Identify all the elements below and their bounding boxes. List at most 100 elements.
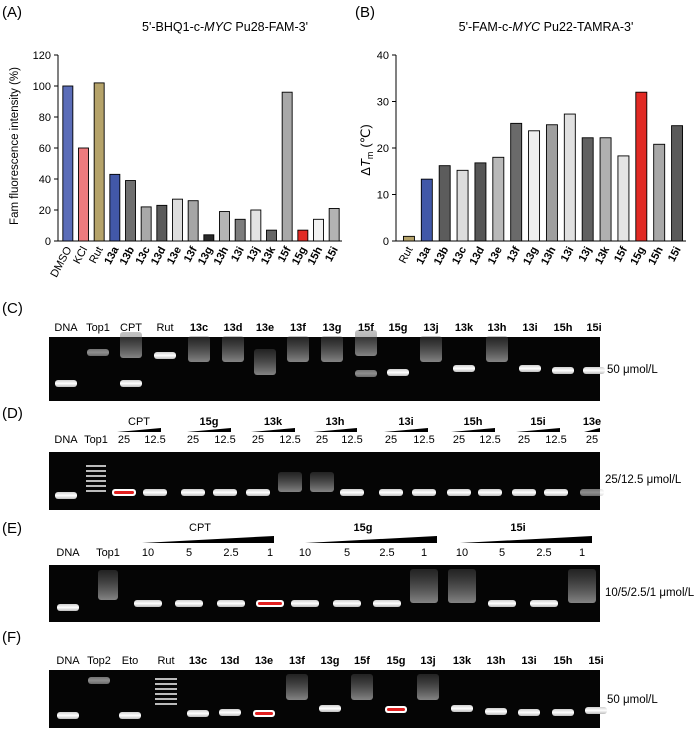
gel-e-band-saturation <box>258 602 282 605</box>
chart-b-category-label: 13g <box>521 245 541 267</box>
chart-b-category-label: 13e <box>486 245 505 267</box>
chart-a-bar-15f <box>281 91 293 242</box>
chart-b-category-label: 15g <box>628 245 648 267</box>
chart-a-ytick-label: 100 <box>33 81 51 93</box>
chart-b-category-label: 13c <box>450 245 469 267</box>
chart-b-ylabel: ΔTm(℃) <box>358 124 375 175</box>
chart-a-category-label: 15h <box>306 245 326 268</box>
gel-c-lane-label: 15g <box>389 322 408 334</box>
gel-d-band-rung <box>86 490 106 492</box>
chart-b-category-label: 13k <box>593 244 613 267</box>
chart-b-ytick-label: 20 <box>377 143 389 155</box>
gel-f-lane-label: 13c <box>189 655 207 667</box>
gel-d-dose-label: 12.5 <box>413 434 434 446</box>
chart-b-bar-13b <box>438 165 451 242</box>
chart-a-category-label: 13i <box>229 245 247 264</box>
chart-b-ytick-label: 0 <box>383 236 389 248</box>
gel-d-dose-wedge <box>117 428 161 432</box>
chart-b-category-label: 13h <box>539 245 559 268</box>
chart-a-category-label: KCl <box>71 245 90 266</box>
gel-f-lane-label: 13h <box>487 655 506 667</box>
gel-f-band-rung <box>155 703 177 705</box>
chart-b-category-label: 15h <box>646 245 666 268</box>
gel-e-group-label: 15g <box>354 522 373 534</box>
gel-e-lane-label: Top1 <box>96 547 120 559</box>
gel-c-lane-label: 13i <box>522 322 537 334</box>
gel-c-band <box>154 352 176 359</box>
gel-f-lane-label: 13g <box>321 655 340 667</box>
gel-f-lane-label: Rut <box>157 655 174 667</box>
gel-e-band <box>568 569 596 603</box>
gel-c-band <box>519 365 541 372</box>
gel-d-band <box>478 489 502 496</box>
chart-a-bar-13f <box>187 200 199 242</box>
gel-f-band <box>219 709 241 716</box>
gel-c-band <box>387 369 409 376</box>
gel-d-dose-label: 25 <box>118 434 130 446</box>
gel-e-image <box>49 565 600 622</box>
gel-d-dose-label: 25 <box>453 434 465 446</box>
gel-e-concentration: 10/5/2.5/1 μmol/L <box>605 587 695 599</box>
gel-c-band <box>355 330 377 356</box>
gel-f-band <box>417 674 439 700</box>
gel-e-dose-label: 10 <box>456 547 468 559</box>
gel-e-dose-label: 1 <box>421 547 427 559</box>
gel-e-dose-label: 2.5 <box>536 547 551 559</box>
gel-f-band <box>451 705 473 712</box>
gel-e-band <box>488 600 516 607</box>
gel-d-dose-wedge <box>584 428 600 432</box>
gel-f-band <box>485 708 507 715</box>
gel-d-band-saturation <box>114 491 134 494</box>
chart-a-ytick-label: 0 <box>45 236 51 248</box>
chart-b-title: 5'-FAM-c-MYC Pu22-TAMRA-3' <box>459 20 634 34</box>
gel-f-band-rung <box>155 678 177 680</box>
gel-e-band <box>98 570 118 600</box>
gel-d-band <box>246 489 270 496</box>
chart-b-bar-13d <box>474 162 487 242</box>
gel-d-band <box>379 489 403 496</box>
gel-e-band <box>448 569 476 603</box>
gel-d-band <box>143 489 167 496</box>
gel-d-band-rung <box>86 475 106 477</box>
chart-a-bar-13j <box>250 209 262 242</box>
gel-panel-f: (F) DNA Top2 Eto Rut 13c 13d 13e 13f 13g 15f 15g 13… <box>2 629 658 728</box>
gel-d-dose-label: 25 <box>252 434 264 446</box>
chart-a-category-label: 13h <box>212 245 232 268</box>
gel-d-dose-label: 25 <box>385 434 397 446</box>
chart-b-bar-15h <box>653 143 666 242</box>
gel-f-band <box>319 705 341 712</box>
gel-d-dose-label: 12.5 <box>279 434 300 446</box>
gel-f-band-saturation <box>387 708 405 711</box>
chart-a-bar-13i <box>234 218 246 242</box>
gel-d-dose-label: 12.5 <box>341 434 362 446</box>
chart-a-category-label: 13d <box>149 245 169 267</box>
chart-b-bar-13f <box>510 122 523 242</box>
gel-f-lane-label: 15h <box>554 655 573 667</box>
gel-d-band <box>447 489 471 496</box>
chart-a-category-label: 13g <box>196 245 216 267</box>
gel-e-dose-label: 5 <box>186 547 192 559</box>
gel-c-lane-label: 13d <box>224 322 243 334</box>
gel-d-band <box>412 489 436 496</box>
gel-d-band <box>512 489 536 496</box>
gel-d-concentration: 25/12.5 μmol/L <box>605 474 682 486</box>
gel-e-band <box>291 600 319 607</box>
chart-a-bar-13d <box>156 204 168 242</box>
panel-label-a: (A) <box>2 4 22 21</box>
gel-d-band <box>181 489 205 496</box>
gel-c-band <box>321 336 343 362</box>
panel-label-c: (C) <box>2 300 23 317</box>
gel-e-dose-label: 10 <box>299 547 311 559</box>
gel-e-band <box>333 600 361 607</box>
gel-e-band <box>175 600 203 607</box>
chart-b-category-label: Rut <box>397 245 416 266</box>
gel-d-band-rung <box>86 485 106 487</box>
gel-e-dose-label: 5 <box>499 547 505 559</box>
gel-c-lane-label: 15i <box>586 322 601 334</box>
chart-a-category-label: 15i <box>323 245 341 264</box>
gel-c-band <box>552 367 574 374</box>
gel-c-band <box>222 336 244 362</box>
gel-panel-c: (C) DNA Top1 CPT Rut 13c 13d 13e 13f 13g 15f 15g 13… <box>2 300 658 401</box>
gel-d-group-label: 15h <box>464 416 483 428</box>
